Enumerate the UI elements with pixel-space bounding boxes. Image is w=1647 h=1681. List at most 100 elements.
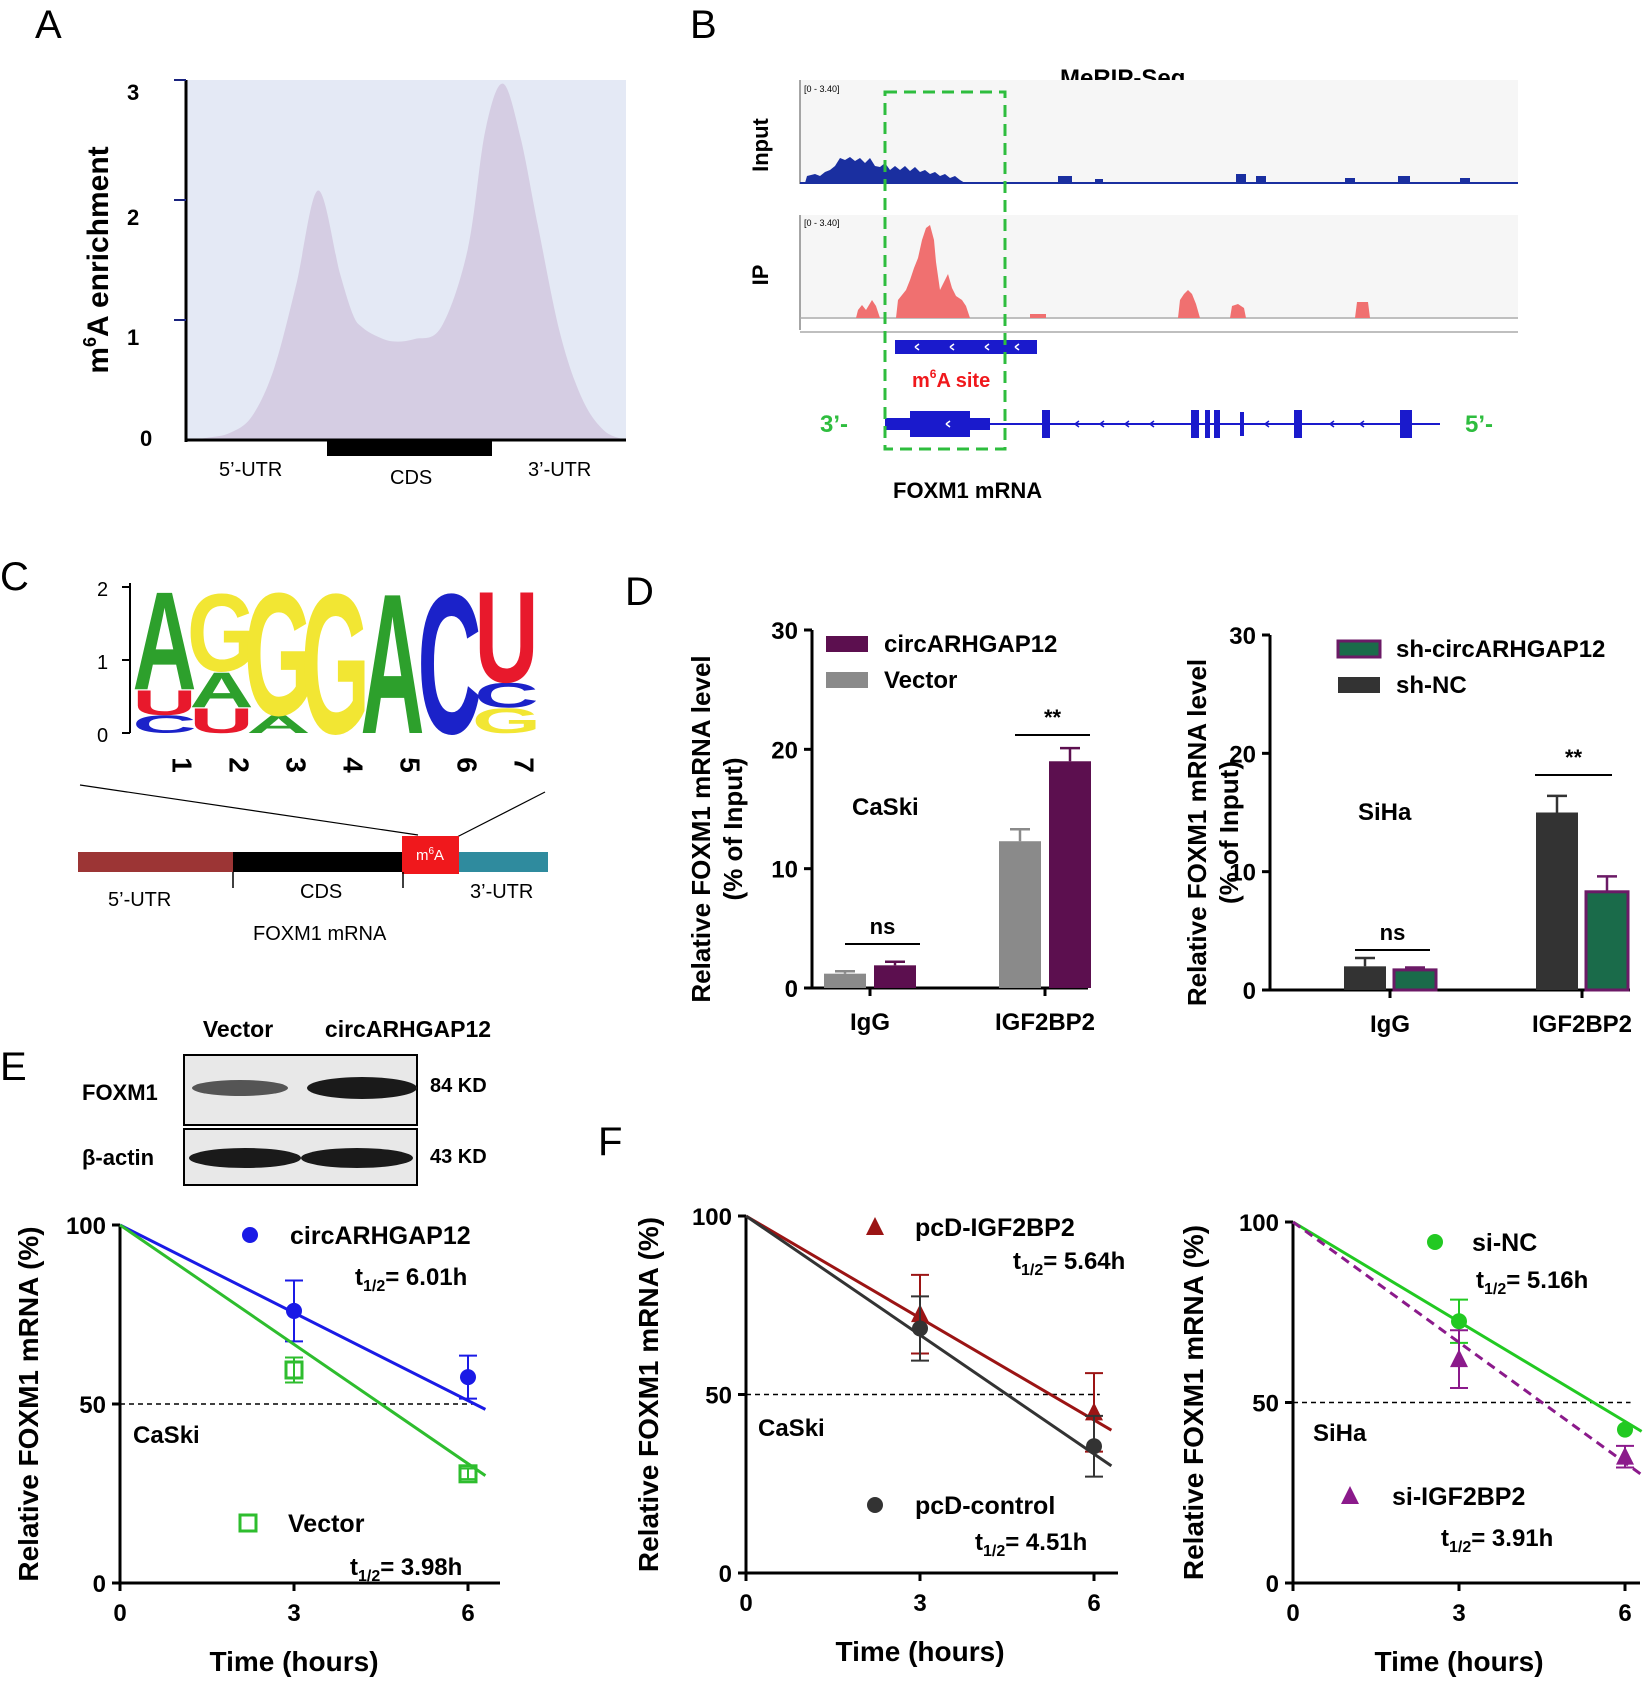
panel-label-d: D xyxy=(625,570,654,614)
cds-bar xyxy=(327,440,492,456)
region-label-3utr: 3’-UTR xyxy=(528,459,591,481)
half-life-label: t1/2= 3.98h xyxy=(350,1554,462,1585)
half-life-label: t1/2= 3.91h xyxy=(1441,1525,1553,1556)
five-prime-label: 5’- xyxy=(1465,411,1493,438)
exon-block xyxy=(1400,410,1412,438)
significance-label: ns xyxy=(870,914,896,939)
y-tick-label: 0 xyxy=(140,426,152,451)
y-tick-label: 30 xyxy=(771,618,798,645)
logo-letter: G xyxy=(472,702,541,741)
panel-label-a: A xyxy=(35,3,62,47)
logo-position-label: 2 xyxy=(224,757,255,773)
panel-label-f: F xyxy=(598,1120,622,1164)
significance-label: ** xyxy=(1565,745,1583,770)
legend-label: sh-NC xyxy=(1396,672,1467,699)
fit-line xyxy=(745,1214,1113,1432)
half-life-label: t1/2= 5.16h xyxy=(1476,1267,1588,1298)
legend-swatch xyxy=(826,672,868,688)
legend-label: pcD-control xyxy=(915,1492,1055,1520)
x-axis-label: Time (hours) xyxy=(835,1636,1004,1667)
mrna-label-5utr: 5’-UTR xyxy=(108,889,171,911)
logo-letter: G xyxy=(301,552,370,776)
legend-label: circARHGAP12 xyxy=(884,631,1057,658)
bar xyxy=(1584,890,1630,992)
x-tick-label: 0 xyxy=(1286,1600,1299,1627)
y-tick-label: 50 xyxy=(705,1383,732,1410)
y-axis-label: Relative FOXM1 mRNA level xyxy=(686,655,716,1002)
blot-col-vector: Vector xyxy=(203,1016,273,1042)
panel-e-western-blot: Vector circARHGAP12 FOXM1 β-actin 84 KD … xyxy=(82,1016,491,1186)
blot-row-actin: β-actin xyxy=(82,1145,154,1170)
size-actin: 43 KD xyxy=(430,1146,487,1168)
y-tick-label: 20 xyxy=(1229,741,1256,768)
strand-arrow xyxy=(945,420,951,428)
logo-position-label: 1 xyxy=(167,757,198,773)
x-tick-label: 6 xyxy=(461,1600,474,1627)
cell-line-label: SiHa xyxy=(1313,1420,1367,1447)
legend-label: circARHGAP12 xyxy=(290,1222,471,1250)
x-tick-label: IgG xyxy=(1370,1011,1410,1038)
logo-y-tick-label: 2 xyxy=(97,579,108,601)
y-tick-label: 1 xyxy=(127,325,139,350)
panel-b-merip-seq: MeRIP-Seq [0 - 3.40] [0 - 3.40] Input IP… xyxy=(748,65,1518,503)
fit-line xyxy=(745,1214,1113,1468)
band-foxm1-vector xyxy=(192,1080,288,1096)
bar xyxy=(1344,966,1386,990)
mrna-cds xyxy=(233,852,403,872)
y-tick-label: 20 xyxy=(771,737,798,764)
bar xyxy=(874,965,916,988)
blot-col-circarhgap12: circARHGAP12 xyxy=(325,1016,491,1042)
utr-block xyxy=(970,418,990,430)
legend-label: pcD-IGF2BP2 xyxy=(915,1214,1075,1242)
exon-block xyxy=(910,411,970,437)
y-tick-label: 100 xyxy=(66,1213,106,1240)
band-foxm1-circ xyxy=(307,1077,417,1099)
y-axis-label: Relative FOXM1 mRNA level xyxy=(1182,659,1212,1006)
track-label-ip: IP xyxy=(748,265,773,286)
data-point xyxy=(1616,1446,1634,1465)
y-tick-label: 0 xyxy=(1266,1571,1279,1598)
y-tick-label: 0 xyxy=(93,1571,106,1598)
mrna-label-cds: CDS xyxy=(300,881,342,903)
data-point xyxy=(284,1360,304,1380)
y-tick-label: 3 xyxy=(127,80,139,105)
half-life-label: t1/2= 5.64h xyxy=(1013,1248,1125,1279)
cell-line-label: CaSki xyxy=(133,1422,200,1449)
logo-position-label: 6 xyxy=(452,757,483,773)
x-tick-label: 3 xyxy=(1452,1600,1465,1627)
input-track-bg xyxy=(800,80,1518,182)
logo-positions: 1 2 3 4 5 6 7 xyxy=(167,757,540,773)
fit-line xyxy=(119,1223,487,1477)
ip-signal xyxy=(800,225,1370,318)
y-tick-label: 0 xyxy=(1243,978,1256,1005)
legend-label: Vector xyxy=(884,667,957,694)
bar xyxy=(1536,812,1578,990)
significance-label: ns xyxy=(1380,920,1406,945)
m6a-site-label: m6A site xyxy=(912,367,990,392)
bar xyxy=(824,973,866,988)
exon-block xyxy=(1294,410,1302,438)
data-point xyxy=(1450,1349,1468,1368)
data-point xyxy=(1086,1438,1102,1455)
m6a-enrichment-area xyxy=(186,83,626,440)
half-life-label: t1/2= 6.01h xyxy=(355,1264,467,1295)
gene-label: FOXM1 mRNA xyxy=(893,478,1042,503)
x-tick-label: IgG xyxy=(850,1009,890,1036)
logo-letter: U xyxy=(474,564,538,710)
y-tick-label: 0 xyxy=(719,1561,732,1588)
data-point xyxy=(912,1320,928,1337)
mrna-5utr xyxy=(78,852,233,872)
exon-block xyxy=(1191,410,1199,438)
data-point xyxy=(1427,1234,1443,1250)
m6a-site-highlight-box xyxy=(883,90,1007,451)
half-life-label: t1/2= 4.51h xyxy=(975,1529,1087,1560)
data-point xyxy=(458,1464,478,1484)
chart-f-decay-caski: 0 50 100 0 3 6 Time (hours) Relative FOXM1 mRNA… xyxy=(633,1204,1125,1667)
legend-label: sh-circARHGAP12 xyxy=(1396,636,1605,663)
track-label-input: Input xyxy=(748,117,773,171)
legend-label: si-IGF2BP2 xyxy=(1392,1483,1525,1511)
panel-a-metagene: 0 1 2 3 m6A enrichment 5’-UTR CDS 3’-UTR xyxy=(80,79,626,489)
exon-block xyxy=(1214,410,1220,438)
